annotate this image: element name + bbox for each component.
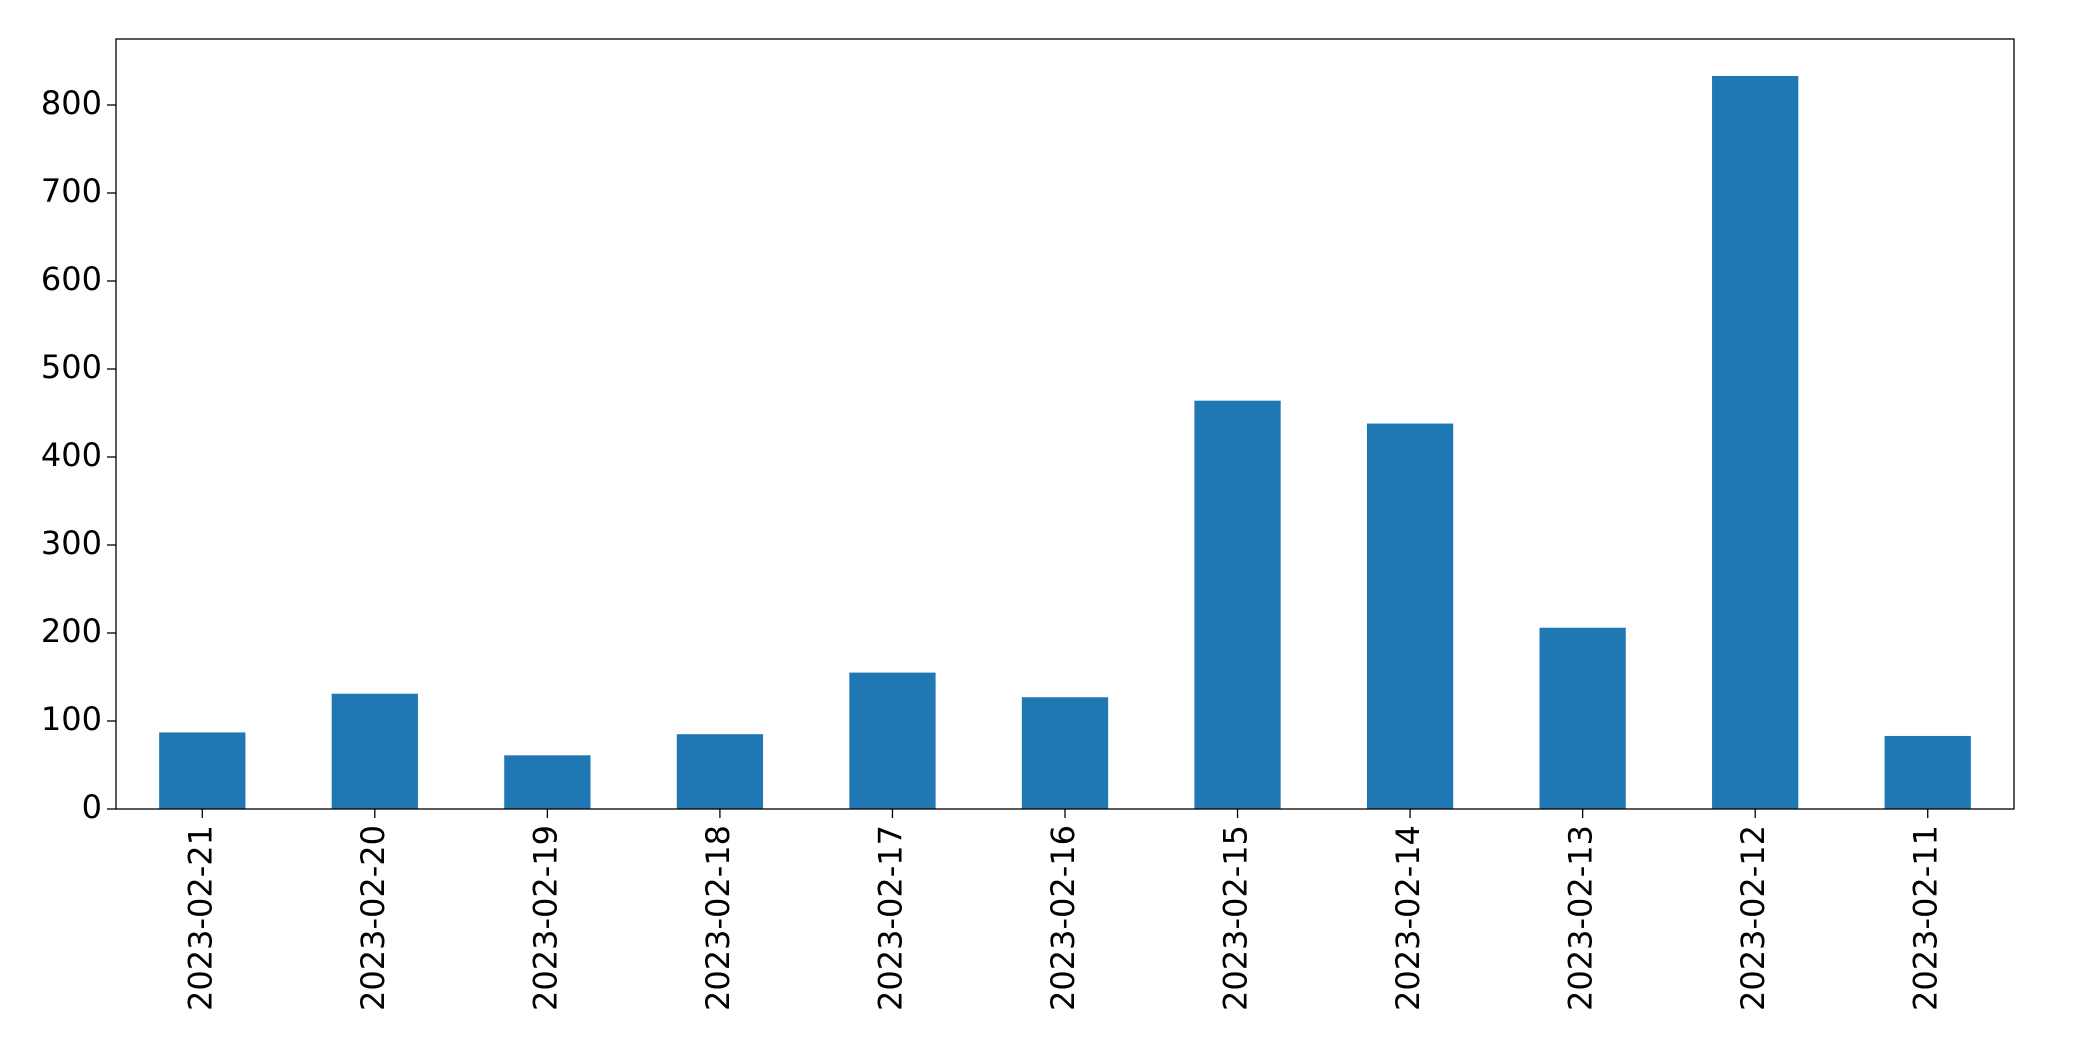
y-tick-label: 500 [41, 348, 102, 386]
y-tick-label: 800 [41, 84, 102, 122]
x-tick-label: 2023-02-11 [1907, 825, 1945, 1011]
bar [676, 734, 764, 809]
x-tick-label: 2023-02-12 [1734, 825, 1772, 1011]
x-tick-label: 2023-02-15 [1217, 825, 1255, 1011]
bar [1884, 735, 1971, 809]
y-tick-label: 0 [82, 788, 102, 826]
y-tick-label: 100 [41, 700, 102, 738]
y-tick-label: 700 [41, 172, 102, 210]
bar [1021, 697, 1109, 809]
x-tick-label: 2023-02-19 [526, 825, 564, 1011]
y-tick-label: 600 [41, 260, 102, 298]
bar [1712, 75, 1799, 809]
y-tick-label: 300 [41, 524, 102, 562]
plot-frame [115, 38, 2015, 810]
x-tick-label: 2023-02-20 [354, 825, 392, 1011]
bar [159, 732, 246, 809]
x-tick-label: 2023-02-16 [1044, 825, 1082, 1011]
bar [1194, 400, 1281, 809]
y-tick-label: 200 [41, 612, 102, 650]
x-tick-label: 2023-02-18 [699, 825, 737, 1011]
x-tick-label: 2023-02-21 [181, 825, 219, 1011]
bar [849, 672, 936, 809]
bar [504, 755, 591, 809]
bar [1366, 423, 1454, 809]
x-tick-label: 2023-02-14 [1389, 825, 1427, 1011]
bar [331, 693, 418, 809]
y-tick-label: 400 [41, 436, 102, 474]
bar [1539, 627, 1626, 809]
x-tick-label: 2023-02-13 [1562, 825, 1600, 1011]
x-tick-label: 2023-02-17 [871, 825, 909, 1011]
